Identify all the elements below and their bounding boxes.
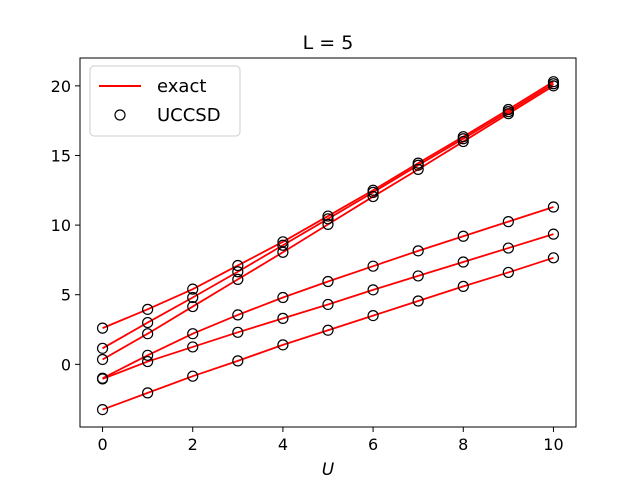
x-tick-label: 6 xyxy=(368,435,378,454)
uccsd-point-s6-x3 xyxy=(232,355,244,367)
uccsd-point-s6-x2 xyxy=(187,370,199,382)
uccsd-point-s3-x7 xyxy=(412,163,424,175)
uccsd-point-s6-x5 xyxy=(322,324,334,336)
uccsd-point-s3-x3 xyxy=(232,273,244,285)
legend: exact UCCSD xyxy=(89,65,241,137)
uccsd-point-s4-x8 xyxy=(457,230,469,242)
uccsd-point-s5-x2 xyxy=(187,341,199,353)
uccsd-point-s1-x2 xyxy=(187,283,199,295)
exact-series-line-5 xyxy=(102,233,554,380)
uccsd-point-s2-x5 xyxy=(322,213,334,225)
uccsd-point-s6-x1 xyxy=(142,387,154,399)
plot-frame xyxy=(79,57,577,428)
uccsd-point-s6-x9 xyxy=(502,266,514,279)
y-tick-label: 0 xyxy=(61,355,71,374)
x-tick-label: 0 xyxy=(97,435,107,454)
uccsd-point-s5-x7 xyxy=(412,270,424,282)
uccsd-point-s6-x8 xyxy=(457,280,469,292)
uccsd-point-s3-x5 xyxy=(322,218,334,230)
exact-series-line-6 xyxy=(102,256,554,411)
x-tick-label: 10 xyxy=(543,435,563,454)
uccsd-point-s4-x10 xyxy=(547,201,560,213)
uccsd-point-s2-x2 xyxy=(187,291,199,304)
uccsd-point-s1-x1 xyxy=(142,303,154,315)
uccsd-point-s5-x1 xyxy=(142,355,154,368)
y-tick-label: 10 xyxy=(51,216,71,235)
uccsd-point-s6-x6 xyxy=(367,310,379,322)
uccsd-point-s4-x1 xyxy=(142,349,154,361)
uccsd-point-s5-x8 xyxy=(457,256,469,268)
uccsd-point-s6-x7 xyxy=(412,295,424,307)
uccsd-point-s4-x9 xyxy=(502,216,514,228)
uccsd-point-s2-x8 xyxy=(457,133,469,145)
uccsd-point-s2-x3 xyxy=(232,266,244,278)
uccsd-point-s2-x6 xyxy=(367,186,379,198)
exact-series-line-1 xyxy=(102,80,554,329)
uccsd-point-s4-x3 xyxy=(232,309,244,321)
uccsd-point-s4-x6 xyxy=(367,260,379,272)
uccsd-point-s6-x0 xyxy=(96,403,109,416)
uccsd-point-s3-x9 xyxy=(502,108,514,120)
uccsd-point-s3-x6 xyxy=(367,190,379,203)
uccsd-point-s3-x2 xyxy=(187,300,199,313)
x-axis-label: U xyxy=(322,460,335,480)
uccsd-point-s5-x10 xyxy=(547,228,560,240)
uccsd-point-s2-x0 xyxy=(96,342,109,354)
uccsd-point-s5-x4 xyxy=(277,312,289,324)
uccsd-point-s3-x10 xyxy=(547,80,560,92)
uccsd-point-s5-x9 xyxy=(502,242,514,254)
uccsd-point-s6-x10 xyxy=(547,252,560,264)
uccsd-point-s2-x1 xyxy=(142,316,154,329)
uccsd-point-s2-x4 xyxy=(277,239,289,251)
uccsd-point-s4-x7 xyxy=(412,245,424,257)
chart-title: L = 5 xyxy=(303,32,354,54)
uccsd-point-s3-x4 xyxy=(277,246,289,258)
legend-label-uccsd: UCCSD xyxy=(157,105,221,126)
y-tick-label: 20 xyxy=(51,77,71,96)
uccsd-point-s3-x8 xyxy=(457,135,469,148)
uccsd-point-s4-x2 xyxy=(187,328,199,340)
x-tick-label: 8 xyxy=(458,435,468,454)
uccsd-point-s5-x5 xyxy=(322,298,334,311)
uccsd-point-s1-x0 xyxy=(96,322,109,334)
exact-series-line-4 xyxy=(102,206,554,380)
uccsd-point-s4-x4 xyxy=(277,291,289,304)
uccsd-point-s1-x3 xyxy=(232,259,244,272)
uccsd-point-s5-x6 xyxy=(367,284,379,296)
uccsd-point-s3-x0 xyxy=(96,353,109,366)
y-tick-label: 15 xyxy=(51,146,71,165)
uccsd-point-s4-x5 xyxy=(322,275,334,288)
legend-label-exact: exact xyxy=(157,76,206,97)
axes-layer: 0 2 4 6 8 10 0 5 10 15 20 xyxy=(51,57,577,454)
series-layer xyxy=(96,76,560,416)
legend-uccsd-circle-icon xyxy=(114,109,126,121)
uccsd-point-s6-x4 xyxy=(277,339,289,351)
uccsd-point-s1-x5 xyxy=(322,210,334,222)
uccsd-point-s5-x3 xyxy=(232,326,244,338)
y-tick-label: 5 xyxy=(61,286,71,305)
uccsd-point-s5-x0 xyxy=(96,373,109,385)
uccsd-point-s2-x7 xyxy=(412,159,424,171)
uccsd-point-s3-x1 xyxy=(142,328,154,340)
x-tick-label: 4 xyxy=(278,435,288,454)
legend-frame xyxy=(89,65,241,137)
x-tick-label: 2 xyxy=(188,435,198,454)
